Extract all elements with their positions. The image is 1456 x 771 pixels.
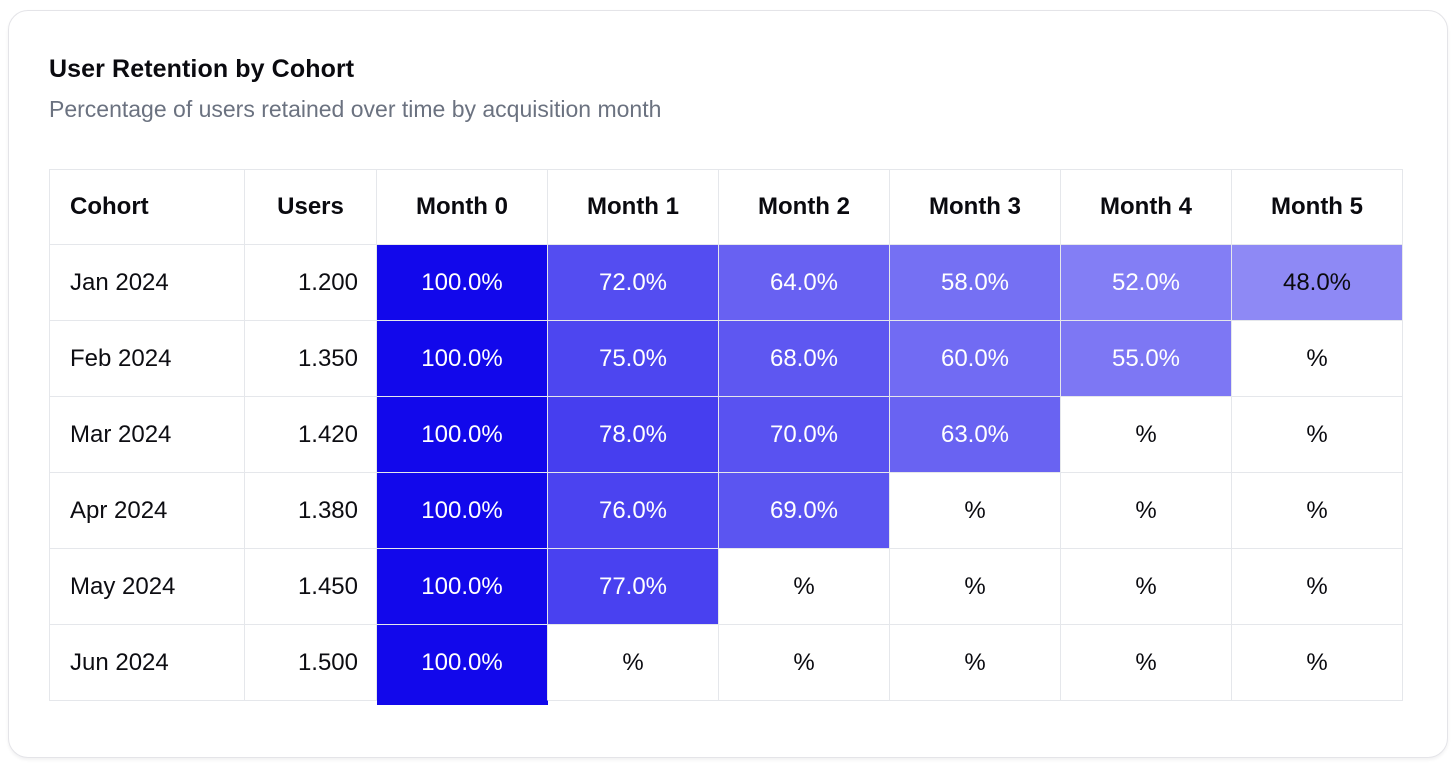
retention-cell-month-4: % — [1061, 397, 1232, 474]
retention-cell-month-3: 60.0% — [890, 321, 1061, 398]
column-header-month-0: Month 0 — [377, 170, 548, 246]
retention-cell-month-5: % — [1232, 321, 1403, 398]
cohort-label: May 2024 — [50, 549, 245, 626]
column-header-users: Users — [245, 170, 377, 246]
retention-cell-month-0: 100.0% — [377, 245, 548, 322]
retention-cell-month-2: % — [719, 549, 890, 626]
column-header-cohort: Cohort — [50, 170, 245, 246]
cohort-label: Jan 2024 — [50, 245, 245, 322]
retention-cell-month-4: % — [1061, 625, 1232, 702]
retention-card: User Retention by Cohort Percentage of u… — [8, 10, 1448, 758]
users-count: 1.450 — [245, 549, 377, 626]
retention-cell-month-0: 100.0% — [377, 625, 548, 702]
column-header-month-1: Month 1 — [548, 170, 719, 246]
cohort-label: Mar 2024 — [50, 397, 245, 474]
retention-cell-month-1: 75.0% — [548, 321, 719, 398]
retention-cell-month-4: 52.0% — [1061, 245, 1232, 322]
retention-cell-month-5: % — [1232, 549, 1403, 626]
retention-cell-month-2: 68.0% — [719, 321, 890, 398]
retention-cell-month-1: 77.0% — [548, 549, 719, 626]
retention-cell-month-2: 69.0% — [719, 473, 890, 550]
card-title: User Retention by Cohort — [49, 55, 355, 83]
cohort-label: Apr 2024 — [50, 473, 245, 550]
retention-cell-month-4: % — [1061, 549, 1232, 626]
retention-cell-month-2: 70.0% — [719, 397, 890, 474]
users-count: 1.500 — [245, 625, 377, 702]
column-header-month-2: Month 2 — [719, 170, 890, 246]
cohort-label: Jun 2024 — [50, 625, 245, 702]
retention-cell-month-1: % — [548, 625, 719, 702]
retention-cell-month-1: 76.0% — [548, 473, 719, 550]
retention-cell-month-0: 100.0% — [377, 321, 548, 398]
retention-cell-month-4: 55.0% — [1061, 321, 1232, 398]
retention-cell-month-4: % — [1061, 473, 1232, 550]
cohort-label: Feb 2024 — [50, 321, 245, 398]
retention-cell-month-3: 63.0% — [890, 397, 1061, 474]
retention-cell-month-3: % — [890, 473, 1061, 550]
users-count: 1.380 — [245, 473, 377, 550]
users-count: 1.350 — [245, 321, 377, 398]
users-count: 1.420 — [245, 397, 377, 474]
column-header-month-3: Month 3 — [890, 170, 1061, 246]
column-header-month-5: Month 5 — [1232, 170, 1403, 246]
retention-cell-month-5: % — [1232, 397, 1403, 474]
retention-cell-month-5: 48.0% — [1232, 245, 1403, 322]
card-subtitle: Percentage of users retained over time b… — [49, 95, 662, 122]
retention-cell-month-3: % — [890, 625, 1061, 702]
retention-cell-month-1: 78.0% — [548, 397, 719, 474]
retention-cell-month-0: 100.0% — [377, 549, 548, 626]
retention-cell-month-3: % — [890, 549, 1061, 626]
retention-cell-month-5: % — [1232, 473, 1403, 550]
retention-cell-month-0: 100.0% — [377, 397, 548, 474]
column-header-month-4: Month 4 — [1061, 170, 1232, 246]
retention-cell-month-2: % — [719, 625, 890, 702]
retention-cell-month-0: 100.0% — [377, 473, 548, 550]
retention-cell-month-2: 64.0% — [719, 245, 890, 322]
users-count: 1.200 — [245, 245, 377, 322]
retention-cell-month-1: 72.0% — [548, 245, 719, 322]
retention-cell-month-5: % — [1232, 625, 1403, 702]
retention-cell-month-3: 58.0% — [890, 245, 1061, 322]
